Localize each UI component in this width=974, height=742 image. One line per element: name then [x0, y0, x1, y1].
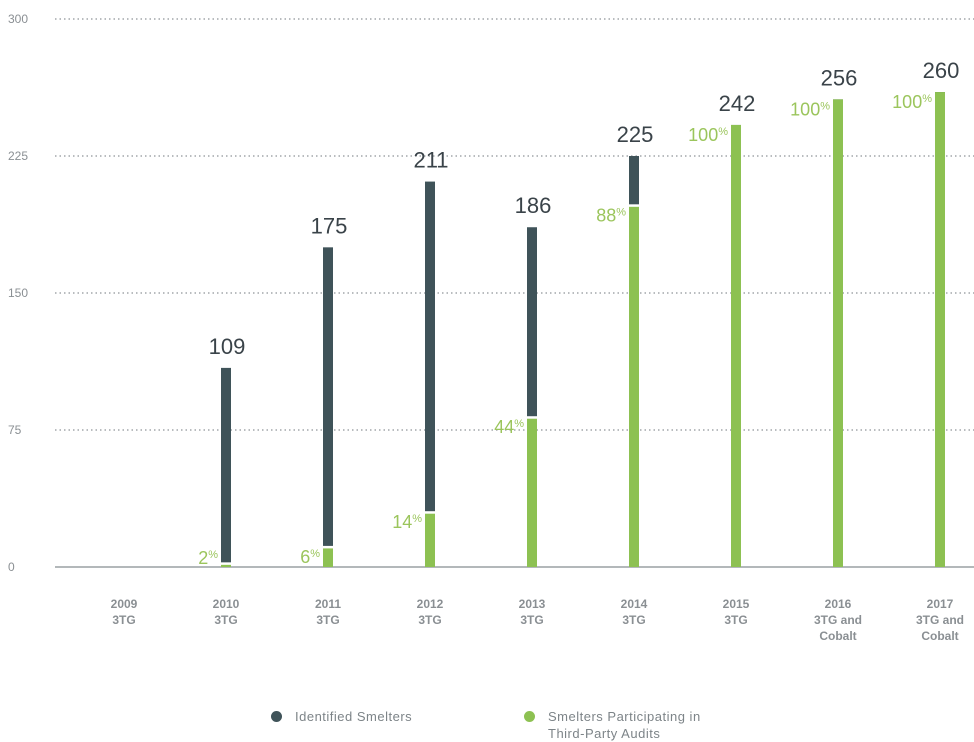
x-tick-label: 2013 3TG: [519, 597, 546, 627]
bar-identified: [221, 367, 231, 567]
x-tick-label: 2015 3TG: [723, 597, 750, 627]
percent-label: 6%: [300, 547, 320, 567]
bar-separator: [221, 562, 231, 565]
y-tick-label: 300: [8, 12, 28, 26]
total-value-label: 256: [821, 65, 858, 90]
legend-label-participating: Smelters Participating in Third-Party Au…: [548, 709, 701, 741]
y-tick-label: 75: [8, 423, 22, 437]
legend-dot-participating: [524, 711, 535, 722]
bar-identified: [323, 247, 333, 568]
x-tick-label: 2014 3TG: [621, 597, 648, 627]
bar-participating: [629, 205, 639, 567]
grid-lines: [55, 18, 974, 568]
bar-participating: [323, 546, 333, 567]
legend-label-identified: Identified Smelters: [295, 709, 413, 724]
x-tick-label: 2011 3TG: [315, 597, 341, 627]
legend-dot-identified: [271, 711, 282, 722]
bar-participating: [935, 92, 945, 568]
x-tick-label: 2016 3TG and Cobalt: [814, 597, 862, 643]
total-value-label: 175: [311, 213, 348, 238]
y-tick-label: 0: [8, 560, 15, 574]
percent-label: 100%: [688, 125, 728, 145]
bar-participating: [731, 124, 741, 568]
y-tick-label: 150: [8, 286, 28, 300]
percent-label: 100%: [892, 92, 932, 112]
total-value-label: 260: [923, 58, 960, 83]
total-value-label: 242: [719, 91, 756, 116]
x-tick-label: 2017 3TG and Cobalt: [916, 597, 964, 643]
x-axis-tick-labels: 2009 3TG 2010 3TG 2011 3TG 2012 3TG 2013 3TG 2014 3…: [111, 597, 964, 643]
percent-label: 100%: [790, 99, 830, 119]
bar-participating: [527, 417, 537, 567]
x-tick-label: 2012 3TG: [417, 597, 444, 627]
total-value-label: 186: [515, 193, 552, 218]
data-labels: 109 2% 175 6% 211 14% 186 44% 225 88% 242 100% 256 10…: [198, 58, 959, 568]
x-tick-label: 2009 3TG: [111, 597, 138, 627]
x-tick-label: 2010 3TG: [213, 597, 240, 627]
percent-label: 44%: [494, 417, 524, 437]
bar-separator: [527, 416, 537, 419]
percent-label: 88%: [596, 205, 626, 225]
legend-item-identified: Identified Smelters: [271, 708, 412, 725]
bars: [221, 92, 945, 568]
bar-separator: [425, 511, 435, 514]
bar-participating: [221, 563, 231, 567]
y-tick-label: 225: [8, 149, 28, 163]
percent-label: 2%: [198, 548, 218, 568]
total-value-label: 225: [617, 122, 654, 147]
bar-chart: 0 75 150 225 300 109 2% 175 6% 211 14% 186 44% 225 88…: [8, 12, 974, 643]
legend-item-participating: Smelters Participating in Third-Party Au…: [524, 708, 723, 742]
y-axis-tick-labels: 0 75 150 225 300: [8, 12, 28, 574]
total-value-label: 211: [413, 148, 448, 173]
total-value-label: 109: [209, 334, 246, 359]
percent-label: 14%: [392, 512, 422, 532]
bar-separator: [629, 204, 639, 207]
bar-identified: [527, 227, 537, 568]
bar-identified: [425, 181, 435, 567]
bar-participating: [833, 99, 843, 567]
bar-participating: [425, 512, 435, 567]
bar-separator: [323, 545, 333, 549]
